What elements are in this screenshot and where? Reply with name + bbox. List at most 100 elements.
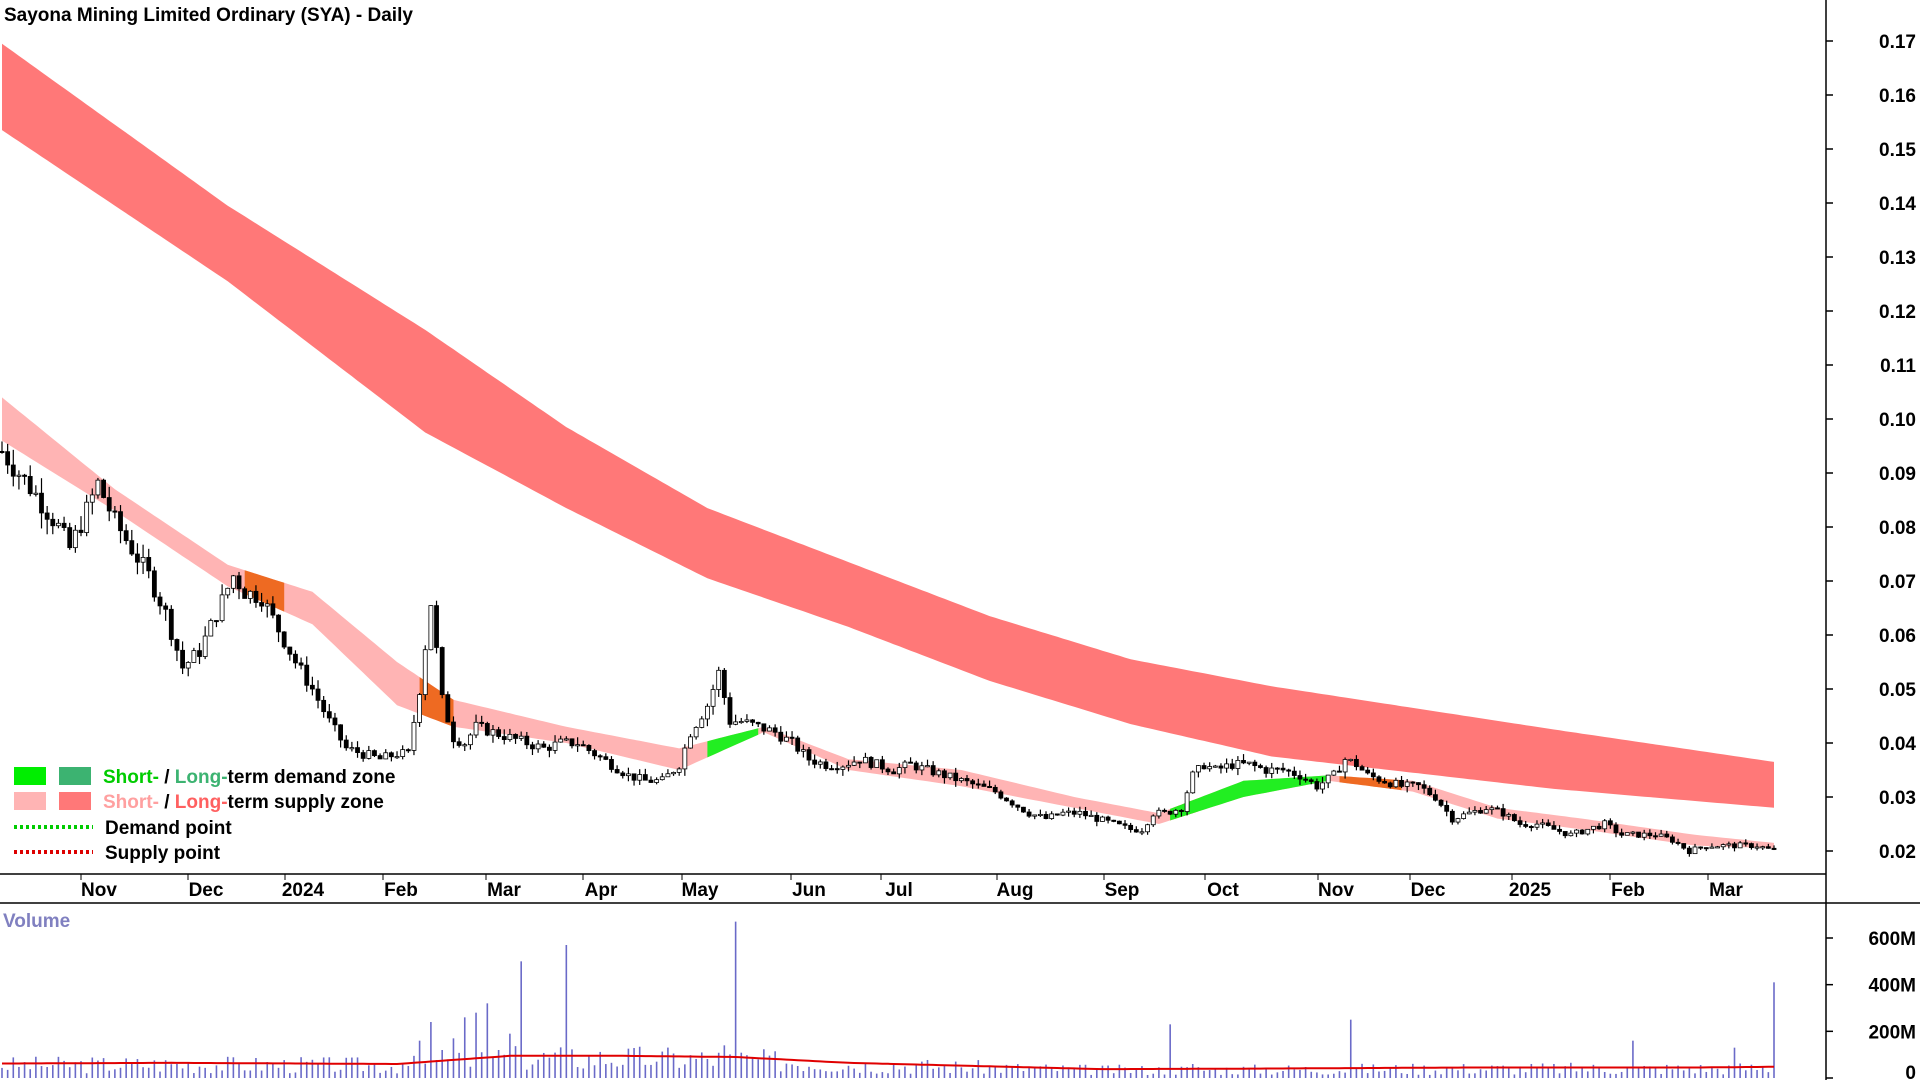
candle-body xyxy=(750,719,755,723)
candle-body xyxy=(1461,813,1467,819)
candle-body xyxy=(1500,808,1506,817)
candle-body xyxy=(1303,778,1309,781)
candle-body xyxy=(191,650,197,663)
candle-body xyxy=(688,736,693,749)
price-tick-label: 0.08 xyxy=(1879,518,1916,539)
candle-body xyxy=(22,474,27,477)
candle-body xyxy=(1681,843,1687,849)
candle-body xyxy=(659,776,665,781)
legend-supply-point: Supply point xyxy=(105,843,221,864)
candle-body xyxy=(987,786,992,789)
candle-body xyxy=(767,727,772,732)
candle-body xyxy=(1675,841,1681,844)
candle-body xyxy=(67,527,73,549)
candle-body xyxy=(10,464,16,477)
candle-body xyxy=(106,497,112,512)
candle-body xyxy=(1111,819,1117,822)
candle-body xyxy=(609,759,614,770)
candle-body xyxy=(868,756,874,768)
candle-body xyxy=(817,761,823,765)
candle-body xyxy=(552,741,558,751)
candle-body xyxy=(1760,846,1766,849)
candle-body xyxy=(1749,843,1754,849)
candle-body xyxy=(56,522,61,527)
candle-body xyxy=(1421,784,1427,789)
candle-body xyxy=(1376,776,1382,782)
candle-body xyxy=(264,603,270,607)
candle-body xyxy=(163,605,169,610)
candle-body xyxy=(1252,761,1258,767)
candle-body xyxy=(140,557,146,563)
candle-body xyxy=(1241,760,1246,764)
candle-body xyxy=(1054,813,1060,816)
candle-body xyxy=(851,761,857,766)
candle-body xyxy=(1483,809,1489,814)
candle-body xyxy=(1122,823,1128,826)
candle-body xyxy=(1291,770,1297,776)
candle-body xyxy=(563,738,569,741)
candle-body xyxy=(1636,831,1641,838)
month-label: Jul xyxy=(885,880,912,901)
candle-body xyxy=(1754,846,1760,849)
candle-body xyxy=(16,474,22,477)
candle-body xyxy=(366,750,372,759)
candle-body xyxy=(586,744,592,751)
candle-body xyxy=(541,743,547,748)
demand-zone-segment xyxy=(707,728,759,758)
month-label: Sep xyxy=(1105,880,1140,901)
price-candles xyxy=(0,441,1777,857)
candle-body xyxy=(580,744,586,747)
price-tick-label: 0.13 xyxy=(1879,248,1916,269)
candle-body xyxy=(338,724,343,741)
candle-body xyxy=(597,755,603,758)
candle-body xyxy=(1641,832,1647,838)
candle-body xyxy=(394,756,400,759)
candle-body xyxy=(682,747,688,770)
candle-body xyxy=(648,779,654,783)
candle-body xyxy=(975,783,981,786)
month-label: Dec xyxy=(189,880,224,901)
candle-body xyxy=(958,778,964,782)
volume-average-line xyxy=(2,1054,1774,1071)
candle-body xyxy=(840,766,846,770)
candle-body xyxy=(1517,820,1523,825)
candle-body xyxy=(1043,813,1049,819)
candle-body xyxy=(1314,781,1320,790)
volume-bars xyxy=(1,921,1775,1078)
candle-body xyxy=(174,639,180,651)
candle-body xyxy=(101,479,106,498)
candle-body xyxy=(1472,810,1478,813)
candle-body xyxy=(1489,807,1495,811)
month-label: Nov xyxy=(1318,880,1354,901)
candle-body xyxy=(784,736,789,742)
candle-body xyxy=(1557,828,1562,832)
candle-body xyxy=(1139,831,1145,834)
month-label: Nov xyxy=(81,880,117,901)
candle-body xyxy=(998,791,1004,799)
candle-body xyxy=(1427,787,1433,796)
candle-body xyxy=(1512,814,1517,822)
candle-body xyxy=(445,694,451,723)
candle-body xyxy=(225,587,231,596)
price-tick-label: 0.17 xyxy=(1879,32,1916,53)
candle-body xyxy=(693,726,699,738)
candle-body xyxy=(1246,761,1252,764)
candle-body xyxy=(558,738,564,743)
candle-body xyxy=(1218,765,1224,769)
candle-body xyxy=(349,747,355,750)
candle-body xyxy=(795,737,801,752)
candle-body xyxy=(992,786,998,793)
candle-body xyxy=(772,727,778,733)
candle-body xyxy=(236,575,242,590)
candle-body xyxy=(411,721,417,751)
candle-body xyxy=(1540,822,1546,825)
candle-body xyxy=(1647,832,1653,837)
candle-body xyxy=(547,746,552,751)
price-tick-label: 0.10 xyxy=(1879,410,1916,431)
candle-body xyxy=(1331,770,1337,776)
candle-body xyxy=(405,749,411,752)
candle-body xyxy=(1348,758,1354,761)
candle-body xyxy=(1670,836,1675,843)
candle-body xyxy=(947,772,953,779)
candle-body xyxy=(1212,765,1218,768)
